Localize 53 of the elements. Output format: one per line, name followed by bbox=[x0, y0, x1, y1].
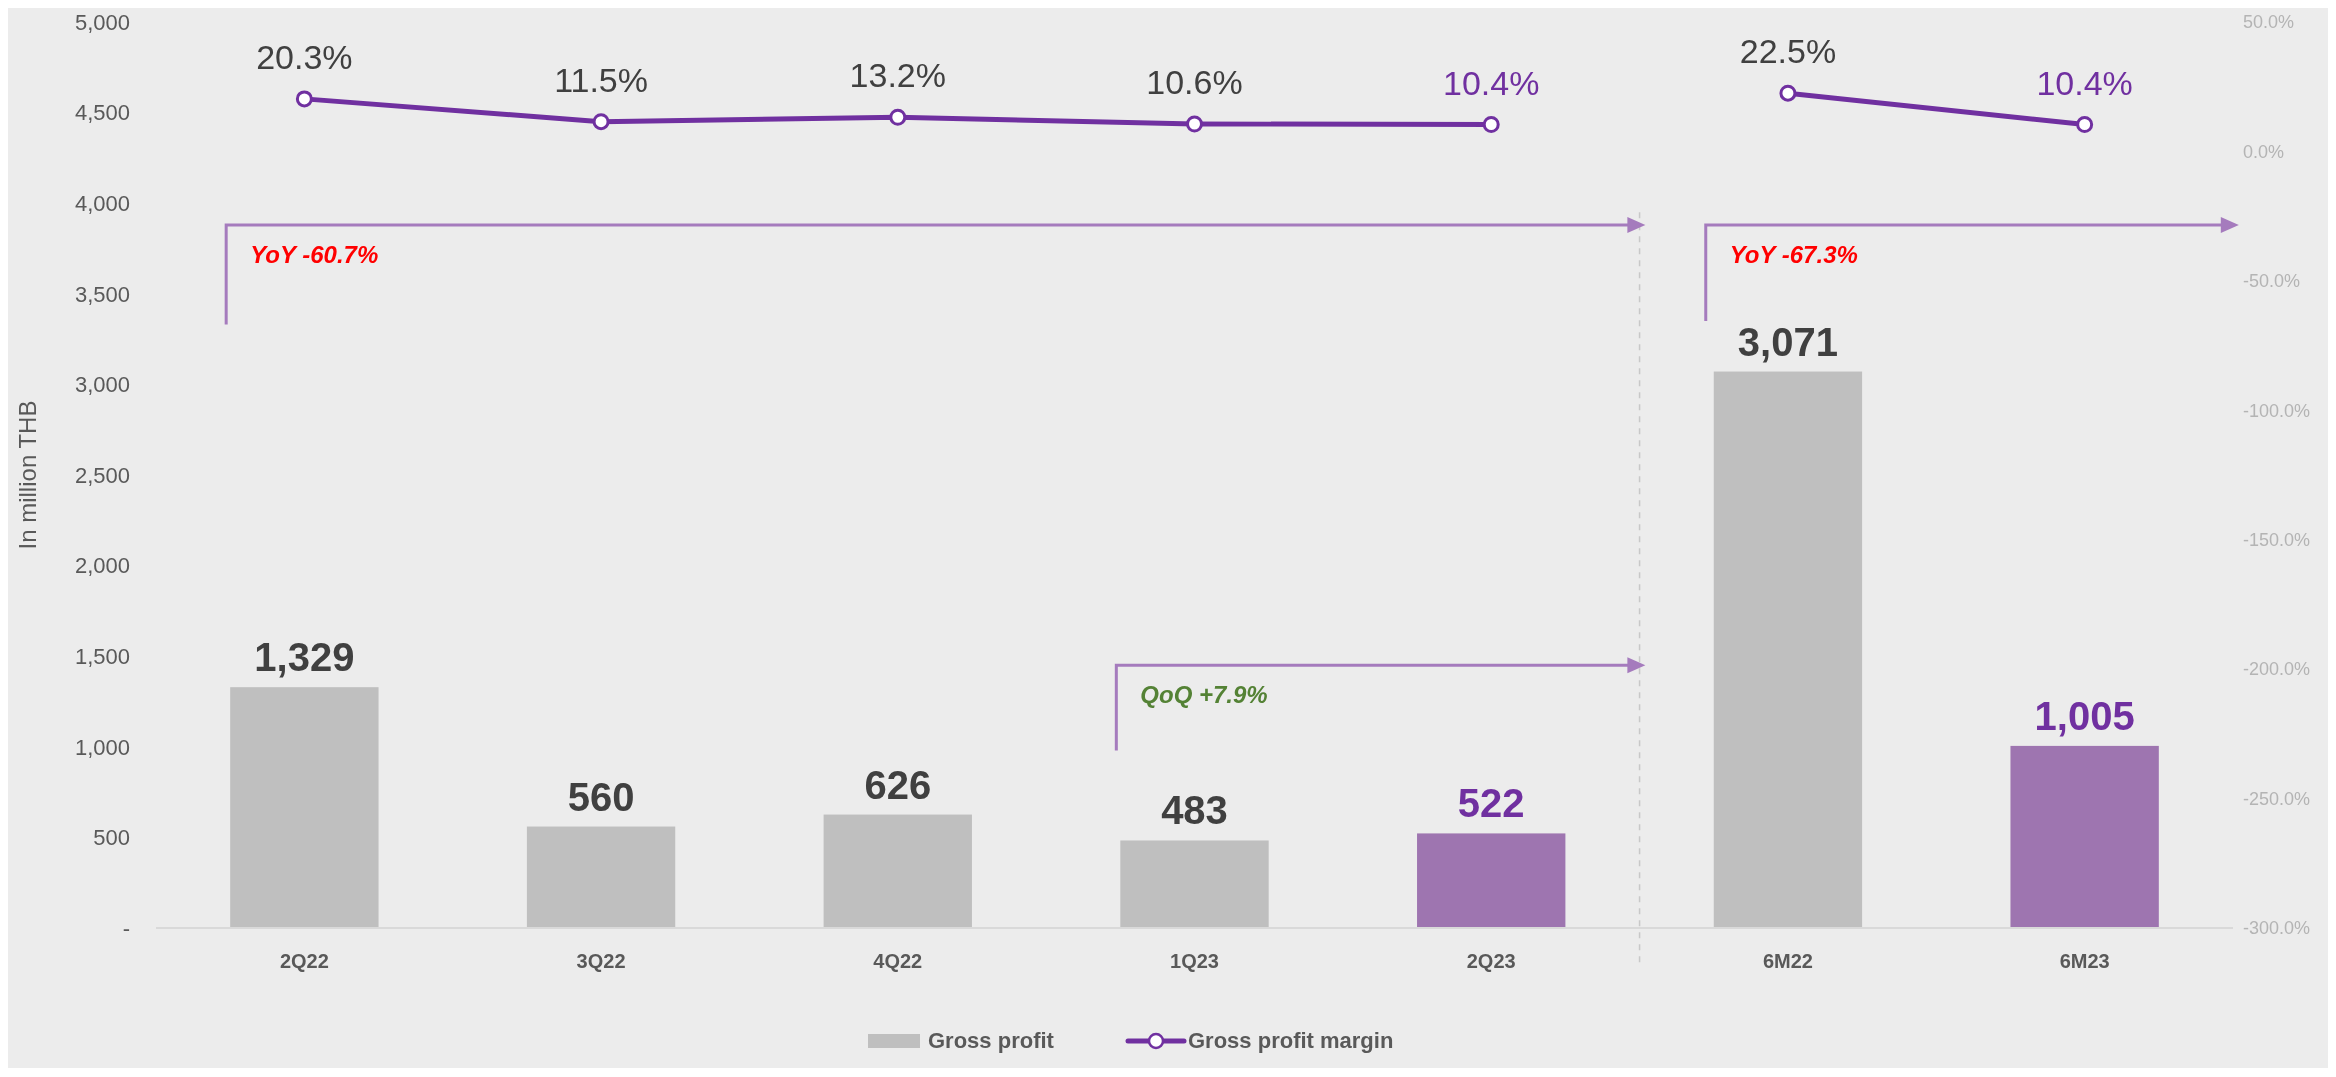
annotation: YoY -67.3% bbox=[1729, 240, 1858, 268]
y-tick-label: 2,000 bbox=[74, 553, 130, 579]
data-label: 522 bbox=[1457, 781, 1525, 826]
bar bbox=[230, 687, 379, 928]
y2-tick-label: -250.0% bbox=[2243, 788, 2311, 809]
data-label: 1,329 bbox=[254, 635, 355, 680]
x-tick-label: 1Q23 bbox=[1170, 950, 1219, 972]
y2-tick-label: -150.0% bbox=[2243, 530, 2311, 551]
x-tick-label: 2Q23 bbox=[1466, 950, 1516, 972]
y-tick-label: - bbox=[122, 915, 130, 941]
legend-label: Gross profit bbox=[928, 1028, 1055, 1053]
bar bbox=[823, 814, 972, 928]
x-tick-label: 2Q22 bbox=[279, 950, 329, 972]
data-label: 11.5% bbox=[554, 60, 649, 99]
y-tick-label: 1,000 bbox=[74, 734, 130, 760]
y-tick-label: 1,500 bbox=[74, 643, 130, 669]
y2-tick-label: -200.0% bbox=[2243, 659, 2311, 680]
bar bbox=[526, 826, 676, 928]
x-tick-label: 4Q22 bbox=[873, 950, 923, 972]
data-label: 13.2% bbox=[849, 56, 946, 95]
annotation: QoQ +7.9% bbox=[1140, 681, 1268, 709]
data-label: 20.3% bbox=[256, 37, 353, 76]
y-tick-label: 3,000 bbox=[74, 372, 130, 398]
bar bbox=[1713, 371, 1863, 928]
y-tick-label: 3,500 bbox=[74, 281, 130, 307]
x-tick-label: 6M22 bbox=[1762, 950, 1813, 972]
data-label: 3,071 bbox=[1737, 319, 1838, 364]
bar bbox=[2010, 745, 2159, 928]
y2-tick-label: -50.0% bbox=[2243, 271, 2301, 292]
data-label: 560 bbox=[567, 774, 635, 819]
y2-tick-label: -300.0% bbox=[2243, 918, 2311, 939]
x-tick-label: 6M23 bbox=[2059, 950, 2110, 972]
y-tick-label: 4,500 bbox=[74, 100, 130, 126]
x-tick-label: 3Q22 bbox=[576, 950, 626, 972]
y-tick-label: 4,000 bbox=[74, 190, 130, 216]
data-label: 22.5% bbox=[1739, 32, 1837, 71]
legend-label: Gross profit margin bbox=[1188, 1028, 1394, 1053]
data-label: 10.6% bbox=[1146, 62, 1243, 101]
y-tick-label: 2,500 bbox=[74, 462, 130, 488]
y2-tick-label: 50.0% bbox=[2243, 12, 2295, 33]
data-label: 626 bbox=[864, 762, 932, 807]
data-label: 483 bbox=[1161, 788, 1228, 833]
y2-tick-label: 0.0% bbox=[2243, 141, 2285, 162]
y-axis-title: In million THB bbox=[14, 400, 41, 550]
y-tick-label: 500 bbox=[93, 825, 130, 851]
data-label: 10.4% bbox=[2036, 63, 2133, 102]
bar bbox=[1120, 840, 1269, 928]
data-label: 1,005 bbox=[2034, 693, 2135, 738]
y-tick-label: 5,000 bbox=[74, 9, 130, 35]
y2-tick-label: -100.0% bbox=[2243, 400, 2311, 421]
bar bbox=[1417, 833, 1566, 928]
annotation: YoY -60.7% bbox=[250, 240, 379, 268]
data-label: 10.4% bbox=[1443, 63, 1540, 102]
